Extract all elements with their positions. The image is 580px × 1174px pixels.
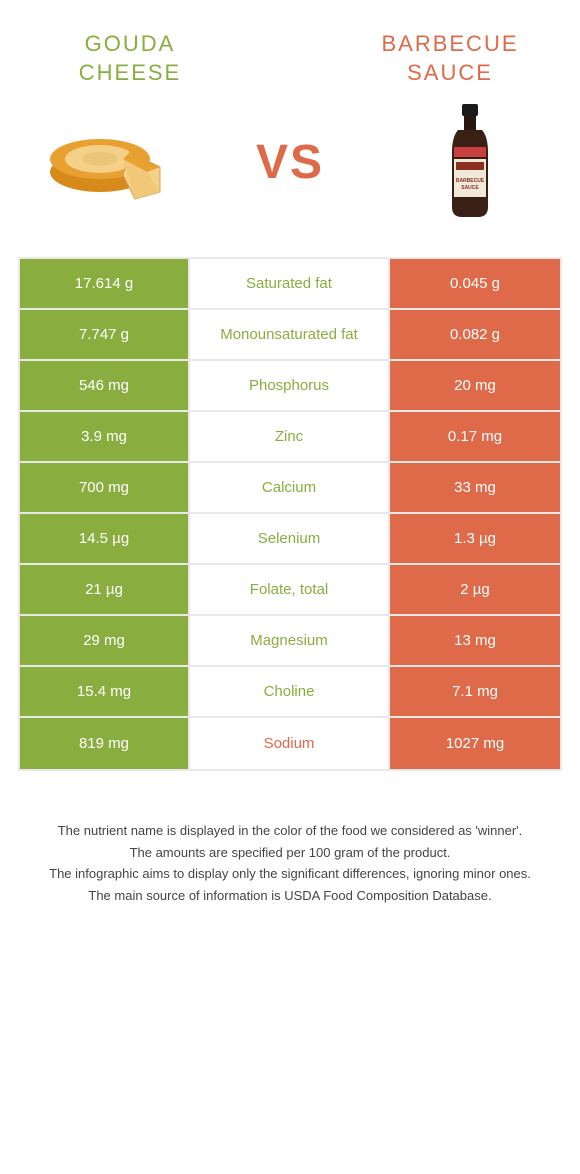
- cheese-image: [40, 107, 180, 217]
- table-row: 546 mgPhosphorus20 mg: [20, 361, 560, 412]
- vs-text: VS: [256, 135, 324, 190]
- food-title-left: GOUDACHEESE: [40, 30, 220, 87]
- nutrient-label: Monounsaturated fat: [190, 310, 390, 359]
- right-value: 1027 mg: [390, 718, 560, 769]
- footer-line: The nutrient name is displayed in the co…: [20, 821, 560, 841]
- footer-line: The infographic aims to display only the…: [20, 864, 560, 884]
- left-value: 14.5 µg: [20, 514, 190, 563]
- food-title-right: BARBECUESAUCE: [360, 30, 540, 87]
- left-value: 17.614 g: [20, 259, 190, 308]
- table-row: 7.747 gMonounsaturated fat0.082 g: [20, 310, 560, 361]
- header: GOUDACHEESE BARBECUESAUCE: [0, 0, 580, 97]
- right-value: 20 mg: [390, 361, 560, 410]
- table-row: 14.5 µgSelenium1.3 µg: [20, 514, 560, 565]
- svg-text:SAUCE: SAUCE: [461, 185, 479, 191]
- left-value: 29 mg: [20, 616, 190, 665]
- right-value: 7.1 mg: [390, 667, 560, 716]
- footer: The nutrient name is displayed in the co…: [0, 771, 580, 927]
- table-row: 819 mgSodium1027 mg: [20, 718, 560, 769]
- nutrient-label: Calcium: [190, 463, 390, 512]
- table-row: 3.9 mgZinc0.17 mg: [20, 412, 560, 463]
- left-value: 7.747 g: [20, 310, 190, 359]
- right-value: 1.3 µg: [390, 514, 560, 563]
- table-row: 21 µgFolate, total2 µg: [20, 565, 560, 616]
- table-row: 15.4 mgCholine7.1 mg: [20, 667, 560, 718]
- nutrient-label: Magnesium: [190, 616, 390, 665]
- right-value: 13 mg: [390, 616, 560, 665]
- right-value: 0.082 g: [390, 310, 560, 359]
- left-value: 546 mg: [20, 361, 190, 410]
- right-value: 0.17 mg: [390, 412, 560, 461]
- left-value: 3.9 mg: [20, 412, 190, 461]
- nutrient-label: Folate, total: [190, 565, 390, 614]
- nutrient-label: Phosphorus: [190, 361, 390, 410]
- footer-line: The amounts are specified per 100 gram o…: [20, 843, 560, 863]
- left-value: 15.4 mg: [20, 667, 190, 716]
- nutrient-label: Saturated fat: [190, 259, 390, 308]
- bottle-image: BARBECUE SAUCE: [400, 107, 540, 217]
- left-value: 819 mg: [20, 718, 190, 769]
- right-value: 0.045 g: [390, 259, 560, 308]
- nutrient-label: Sodium: [190, 718, 390, 769]
- nutrient-label: Selenium: [190, 514, 390, 563]
- nutrient-label: Choline: [190, 667, 390, 716]
- nutrient-label: Zinc: [190, 412, 390, 461]
- left-value: 21 µg: [20, 565, 190, 614]
- right-value: 2 µg: [390, 565, 560, 614]
- left-value: 700 mg: [20, 463, 190, 512]
- right-value: 33 mg: [390, 463, 560, 512]
- comparison-table: 17.614 gSaturated fat0.045 g7.747 gMonou…: [18, 257, 562, 771]
- svg-text:BARBECUE: BARBECUE: [456, 178, 485, 184]
- table-row: 700 mgCalcium33 mg: [20, 463, 560, 514]
- table-row: 17.614 gSaturated fat0.045 g: [20, 259, 560, 310]
- footer-line: The main source of information is USDA F…: [20, 886, 560, 906]
- images-row: VS BARBECUE SAUCE: [0, 97, 580, 237]
- table-row: 29 mgMagnesium13 mg: [20, 616, 560, 667]
